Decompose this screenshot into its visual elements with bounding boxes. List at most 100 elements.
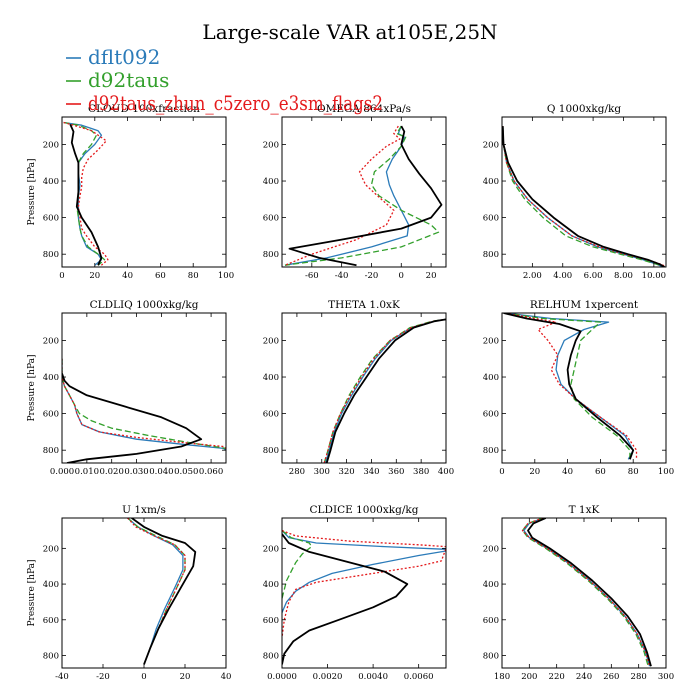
x-tick-label: 220	[549, 672, 565, 682]
series-line-2	[323, 318, 446, 463]
series-line-2	[284, 125, 440, 266]
plot-frame	[281, 312, 447, 464]
x-tick-label: 80	[628, 467, 639, 477]
x-tick-label: 20	[89, 271, 100, 281]
series-line-1	[502, 126, 664, 267]
series-group	[62, 358, 226, 463]
figure-title: Large-scale VAR at105E,25N	[202, 20, 497, 44]
series-group	[284, 125, 443, 267]
series-line-4	[62, 373, 203, 463]
series-line-1	[505, 313, 634, 460]
series-line-1	[127, 518, 184, 665]
x-tick-label: 40	[122, 271, 133, 281]
legend: dflt092 d92taus d92taus_zhun_c5zero_e3sm…	[66, 45, 383, 115]
panel-7: U 1xm/s -40 -20 0 20 40 200 400 600 800 Pressure […	[27, 504, 231, 682]
legend-label-1: dflt092	[88, 45, 160, 69]
series-line-4	[288, 125, 443, 267]
y-tick-label: 200	[483, 544, 499, 554]
series-line-4	[503, 313, 635, 460]
x-tick-label: 0.0060	[404, 672, 434, 682]
series-line-3	[323, 318, 446, 463]
x-tick-label: -60	[305, 271, 319, 281]
series-group	[502, 126, 666, 267]
legend-entry-3: d92taus_zhun_c5zero_e3sm_flags2	[66, 91, 383, 115]
x-tick-label: 20	[180, 672, 191, 682]
x-tick-label: 100	[218, 271, 234, 281]
series-line-2	[62, 358, 226, 451]
x-tick-label: 280	[289, 467, 305, 477]
series-line-3	[282, 529, 446, 638]
x-tick-label: 300	[658, 672, 674, 682]
series-group	[282, 529, 446, 665]
legend-entry-1: dflt092	[66, 45, 160, 69]
y-tick-label: 600	[43, 214, 59, 224]
y-tick-label: 800	[43, 446, 59, 456]
panel-8: CLDICE 1000xkg/kg 0.0000 0.0020 0.0040 0.006…	[263, 504, 447, 682]
x-tick-label: 0.0020	[313, 672, 343, 682]
x-tick-label: 0.0040	[358, 672, 388, 682]
x-tick-label: 0.0000	[267, 672, 297, 682]
legend-entry-2: d92taus	[66, 68, 169, 92]
y-tick-label: 800	[263, 652, 279, 662]
panel-3: Q 1000xkg/kg 2.00 4.00 6.00 8.00 10.00 200 400 6…	[483, 103, 667, 281]
x-tick-label: 240	[576, 672, 592, 682]
x-tick-label: 0.040	[149, 467, 173, 477]
y-tick-label: 400	[483, 373, 499, 383]
series-line-1	[324, 318, 446, 463]
y-tick-label: 400	[483, 580, 499, 590]
x-tick-label: 100	[658, 467, 674, 477]
series-line-3	[284, 125, 401, 266]
plot-frame	[501, 312, 667, 464]
panels: CLOUD 100xfraction 0 20 40 60 80 100 200 400 600 8…	[27, 103, 674, 682]
series-line-1	[62, 358, 226, 451]
series-group	[63, 121, 109, 266]
series-line-4	[325, 318, 446, 463]
x-tick-label: 0	[141, 672, 146, 682]
y-tick-label: 600	[483, 214, 499, 224]
x-tick-label: 8.00	[614, 271, 633, 281]
legend-label-2: d92taus	[88, 68, 169, 92]
series-line-3	[127, 518, 186, 665]
y-tick-label: 200	[43, 140, 59, 150]
y-tick-label: 400	[43, 580, 59, 590]
y-tick-label: 600	[263, 410, 279, 420]
x-tick-label: 6.00	[584, 271, 603, 281]
y-tick-label: 800	[263, 446, 279, 456]
x-tick-label: 40	[562, 467, 573, 477]
panel-title: T 1xK	[569, 504, 600, 516]
series-group	[521, 518, 652, 667]
x-tick-label: 0.020	[100, 467, 124, 477]
x-tick-label: 0.030	[124, 467, 148, 477]
plot-frame	[61, 116, 227, 268]
plot-frame	[61, 517, 227, 669]
panel-9: T 1xK 180 200 220 240 260 280 300 200 400 600 800	[483, 504, 674, 682]
x-tick-label: 0.010	[75, 467, 99, 477]
y-tick-label: 800	[263, 250, 279, 260]
x-tick-label: 320	[338, 467, 354, 477]
y-axis-label: Pressure [hPa]	[27, 158, 37, 225]
x-tick-label: 40	[221, 672, 232, 682]
x-tick-label: 260	[603, 672, 619, 682]
panel-title: Q 1000xkg/kg	[547, 103, 622, 115]
y-tick-label: 600	[483, 616, 499, 626]
y-tick-label: 400	[43, 373, 59, 383]
series-line-2	[282, 529, 313, 599]
plot-frame	[501, 116, 667, 268]
x-tick-label: 400	[438, 467, 454, 477]
y-tick-label: 200	[483, 140, 499, 150]
panel-title: CLDLIQ 1000xkg/kg	[90, 299, 199, 311]
y-tick-label: 600	[263, 214, 279, 224]
y-tick-label: 200	[43, 544, 59, 554]
x-tick-label: 60	[595, 467, 606, 477]
panel-title: OMEGA 864xPa/s	[317, 103, 411, 115]
panel-title: CLOUD 100xfraction	[88, 103, 200, 115]
y-tick-label: 800	[483, 652, 499, 662]
y-tick-label: 600	[483, 410, 499, 420]
series-line-4	[502, 126, 665, 267]
y-tick-label: 600	[43, 410, 59, 420]
x-tick-label: 360	[388, 467, 404, 477]
y-axis-label: Pressure [hPa]	[27, 559, 37, 626]
x-tick-label: 60	[155, 271, 166, 281]
x-tick-label: 340	[363, 467, 379, 477]
plot-frame	[281, 116, 447, 268]
